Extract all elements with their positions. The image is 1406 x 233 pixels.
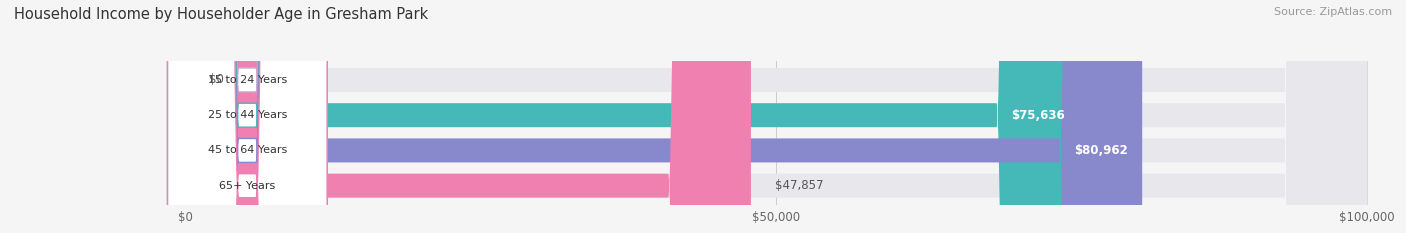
Text: $47,857: $47,857 — [775, 179, 823, 192]
FancyBboxPatch shape — [167, 0, 328, 233]
FancyBboxPatch shape — [186, 0, 751, 233]
Text: $75,636: $75,636 — [1011, 109, 1066, 122]
FancyBboxPatch shape — [167, 0, 328, 233]
FancyBboxPatch shape — [186, 0, 1080, 233]
Text: $80,962: $80,962 — [1074, 144, 1128, 157]
FancyBboxPatch shape — [186, 0, 1367, 233]
Text: 45 to 64 Years: 45 to 64 Years — [208, 145, 287, 155]
Text: 65+ Years: 65+ Years — [219, 181, 276, 191]
FancyBboxPatch shape — [167, 0, 328, 233]
FancyBboxPatch shape — [186, 0, 1367, 233]
Text: 15 to 24 Years: 15 to 24 Years — [208, 75, 287, 85]
Text: 25 to 44 Years: 25 to 44 Years — [208, 110, 287, 120]
FancyBboxPatch shape — [186, 0, 1142, 233]
Text: Source: ZipAtlas.com: Source: ZipAtlas.com — [1274, 7, 1392, 17]
Text: $0: $0 — [209, 73, 224, 86]
FancyBboxPatch shape — [186, 0, 1367, 233]
Text: Household Income by Householder Age in Gresham Park: Household Income by Householder Age in G… — [14, 7, 429, 22]
FancyBboxPatch shape — [167, 0, 328, 233]
FancyBboxPatch shape — [186, 0, 1367, 233]
